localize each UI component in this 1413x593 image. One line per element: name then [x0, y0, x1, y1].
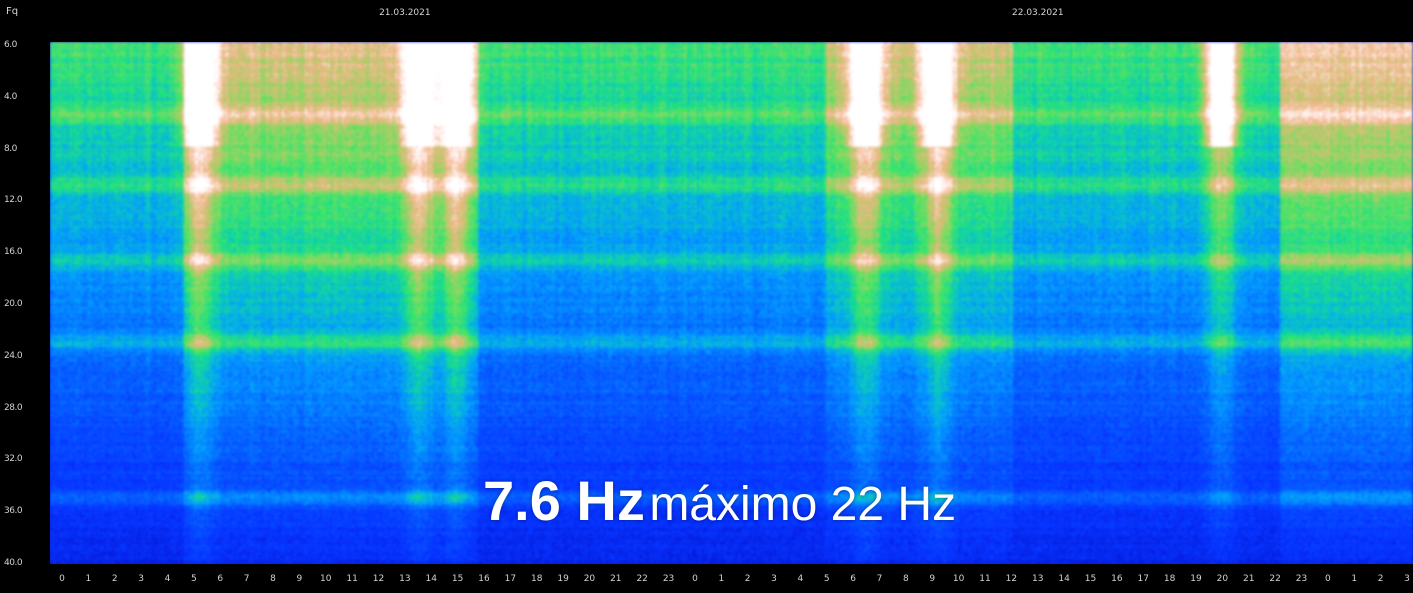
x-tick-label: 0: [59, 574, 65, 584]
x-tick-label: 13: [1032, 574, 1044, 584]
date-label: 21.03.2021: [379, 8, 431, 18]
x-tick-label: 21: [1243, 574, 1255, 584]
x-tick-label: 16: [1111, 574, 1123, 584]
x-tick-label: 5: [823, 574, 830, 584]
caption-rest: máximo 22 Hz: [649, 478, 957, 531]
y-tick-label: 24.0: [4, 350, 23, 361]
x-tick-label: 23: [1295, 574, 1308, 584]
y-tick-label: 36.0: [4, 506, 23, 517]
x-tick-label: 22: [1269, 574, 1281, 584]
x-tick-label: 2: [744, 574, 751, 584]
x-tick-label: 4: [164, 574, 171, 584]
x-tick-label: 15: [1084, 574, 1097, 584]
caption-highlight: 7.6 Hz: [483, 469, 645, 532]
spectrogram-heatmap: [50, 42, 1413, 564]
x-tick-label: 7: [243, 574, 250, 584]
x-tick-label: 18: [530, 574, 543, 584]
x-tick-label: 9: [929, 574, 936, 584]
x-tick-label: 13: [399, 574, 411, 584]
x-tick-label: 11: [346, 574, 358, 584]
x-tick-label: 3: [1404, 574, 1410, 584]
y-tick-label: 40.0: [4, 558, 23, 568]
x-tick-label: 5: [190, 574, 197, 584]
x-tick-label: 16: [478, 574, 490, 584]
x-tick-label: 18: [1163, 574, 1176, 584]
x-tick-label: 17: [1137, 574, 1149, 584]
x-tick-label: 15: [451, 574, 464, 584]
x-tick-label: 20: [583, 574, 596, 584]
x-tick-label: 0: [692, 574, 698, 584]
y-tick-label: 16.0: [4, 247, 23, 258]
y-tick-label: 12.0: [4, 195, 23, 206]
x-tick-label: 14: [1058, 574, 1070, 584]
date-label: 22.03.2021: [1012, 8, 1064, 18]
x-tick-label: 1: [718, 574, 725, 584]
x-tick-label: 4: [797, 574, 804, 584]
x-tick-label: 2: [111, 574, 118, 584]
x-tick-label: 10: [952, 574, 965, 584]
x-tick-label: 3: [771, 574, 777, 584]
x-tick-label: 21: [610, 574, 622, 584]
x-tick-label: 0: [1325, 574, 1331, 584]
x-tick-label: 8: [270, 574, 276, 584]
x-tick-label: 9: [296, 574, 303, 584]
x-tick-label: 17: [504, 574, 517, 584]
x-tick-label: 12: [1005, 574, 1018, 584]
frequency-caption: 7.6 Hz máximo 22 Hz: [483, 468, 956, 533]
y-tick-label: 4.0: [4, 91, 17, 102]
x-tick-label: 6: [217, 574, 224, 584]
x-tick-label: 1: [1351, 574, 1358, 584]
x-tick-label: 7: [876, 574, 883, 584]
y-axis-unit-label: Fq: [6, 6, 19, 17]
x-tick-label: 19: [557, 574, 569, 584]
x-tick-label: 11: [979, 574, 991, 584]
x-tick-label: 19: [1190, 574, 1202, 584]
x-tick-label: 8: [903, 574, 909, 584]
x-tick-label: 6: [850, 574, 857, 584]
x-tick-label: 20: [1216, 574, 1229, 584]
x-tick-label: 2: [1377, 574, 1384, 584]
x-tick-label: 12: [372, 574, 385, 584]
x-tick-label: 3: [138, 574, 144, 584]
x-tick-label: 23: [662, 574, 675, 584]
x-tick-label: 14: [425, 574, 437, 584]
x-tick-label: 22: [636, 574, 648, 584]
y-tick-label: 32.0: [4, 454, 23, 465]
y-tick-label: 8.0: [4, 143, 17, 154]
x-tick-label: 10: [319, 574, 332, 584]
x-tick-label: 1: [85, 574, 92, 584]
y-tick-label: 28.0: [4, 402, 23, 413]
y-tick-label: 20.0: [4, 299, 23, 309]
spectrogram-plot-area: [50, 42, 1413, 564]
y-tick-label: 6.0: [4, 40, 17, 50]
